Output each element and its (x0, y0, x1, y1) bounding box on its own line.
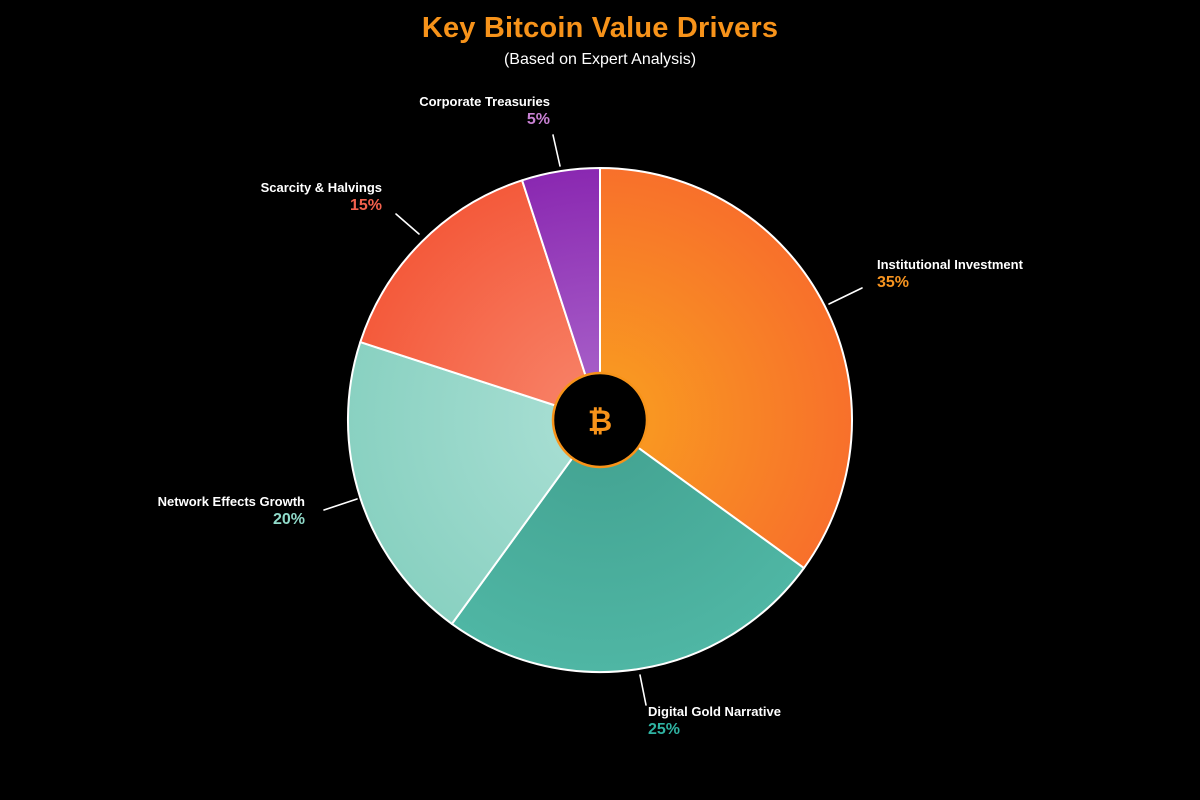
leader-line-digital-gold (639, 674, 647, 706)
pie-slice-digital-gold-narrative[interactable] (450, 419, 805, 674)
leader-lines (323, 134, 863, 706)
slice-label-network-effects-growth: Network Effects Growth 20% (158, 493, 305, 529)
chart-subtitle: (Based on Expert Analysis) (503, 51, 697, 68)
leader-line-network-effects (323, 498, 358, 511)
slice-label-scarcity-halvings: Scarcity & Halvings 15% (261, 179, 382, 215)
chart-title: Key Bitcoin Value Drivers (421, 12, 779, 44)
bitcoin-symbol-icon: ₿ (588, 404, 612, 439)
pie-slices (346, 166, 854, 674)
pie-slice-corporate-treasuries[interactable] (521, 166, 601, 421)
leader-line-corporate (552, 134, 561, 167)
slice-label-digital-gold-narrative: Digital Gold Narrative 25% (648, 703, 781, 739)
leader-line-institutional (828, 287, 863, 305)
slice-label-corporate-treasuries: Corporate Treasuries 5% (419, 93, 550, 129)
pie-slice-scarcity-halvings[interactable] (359, 179, 601, 421)
slice-pct-text: 35% (877, 274, 910, 291)
slice-pct-text: 15% (349, 197, 382, 214)
slice-pct-text: 25% (648, 721, 681, 738)
slice-label-text: Network Effects Growth (157, 494, 305, 509)
slice-pct-text: 20% (272, 511, 305, 528)
slice-label-text: Institutional Investment (877, 257, 1023, 272)
pie-slice-institutional-investment[interactable] (599, 167, 854, 570)
slice-label-institutional-investment: Institutional Investment 35% (877, 256, 1023, 292)
slice-label-text: Scarcity & Halvings (260, 180, 382, 195)
slice-label-text: Digital Gold Narrative (648, 704, 781, 719)
donut-center-circle (551, 371, 649, 469)
slice-pct-text: 5% (526, 111, 550, 128)
slice-label-text: Corporate Treasuries (419, 94, 550, 109)
pie-slice-network-effects-growth[interactable] (346, 341, 601, 625)
leader-line-scarcity (395, 213, 420, 235)
